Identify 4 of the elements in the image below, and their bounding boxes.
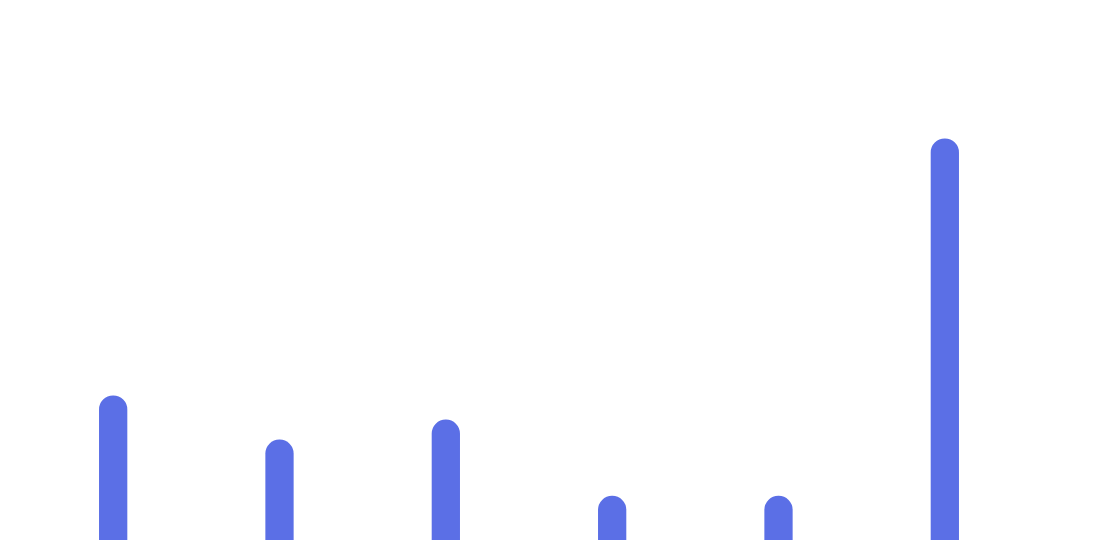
bar: [265, 439, 294, 540]
bar: [99, 395, 128, 540]
bar: [431, 419, 460, 540]
bar: [930, 138, 959, 540]
